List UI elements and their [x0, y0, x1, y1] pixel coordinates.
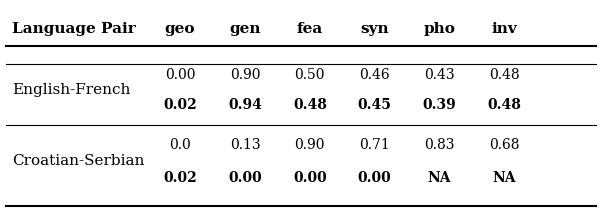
- Text: NA: NA: [493, 171, 517, 185]
- Text: NA: NA: [428, 171, 452, 185]
- Text: Language Pair: Language Pair: [12, 22, 135, 36]
- Text: 0.46: 0.46: [359, 68, 390, 82]
- Text: 0.48: 0.48: [488, 98, 521, 112]
- Text: 0.48: 0.48: [293, 98, 327, 112]
- Text: 0.90: 0.90: [230, 68, 260, 82]
- Text: geo: geo: [165, 22, 195, 36]
- Text: Croatian-Serbian: Croatian-Serbian: [12, 154, 144, 168]
- Text: 0.50: 0.50: [294, 68, 325, 82]
- Text: 0.00: 0.00: [358, 171, 392, 185]
- Text: 0.00: 0.00: [228, 171, 262, 185]
- Text: 0.02: 0.02: [163, 98, 197, 112]
- Text: 0.94: 0.94: [228, 98, 262, 112]
- Text: English-French: English-French: [12, 83, 130, 97]
- Text: 0.0: 0.0: [169, 138, 191, 152]
- Text: syn: syn: [361, 22, 389, 36]
- Text: 0.71: 0.71: [359, 138, 390, 152]
- Text: 0.13: 0.13: [229, 138, 260, 152]
- Text: 0.43: 0.43: [424, 68, 455, 82]
- Text: 0.90: 0.90: [294, 138, 325, 152]
- Text: 0.45: 0.45: [358, 98, 392, 112]
- Text: 0.02: 0.02: [163, 171, 197, 185]
- Text: inv: inv: [492, 22, 517, 36]
- Text: 0.83: 0.83: [424, 138, 455, 152]
- Text: gen: gen: [229, 22, 261, 36]
- Text: pho: pho: [424, 22, 456, 36]
- Text: fea: fea: [297, 22, 323, 36]
- Text: 0.39: 0.39: [423, 98, 456, 112]
- Text: 0.00: 0.00: [165, 68, 195, 82]
- Text: 0.68: 0.68: [489, 138, 520, 152]
- Text: 0.00: 0.00: [293, 171, 327, 185]
- Text: 0.48: 0.48: [489, 68, 520, 82]
